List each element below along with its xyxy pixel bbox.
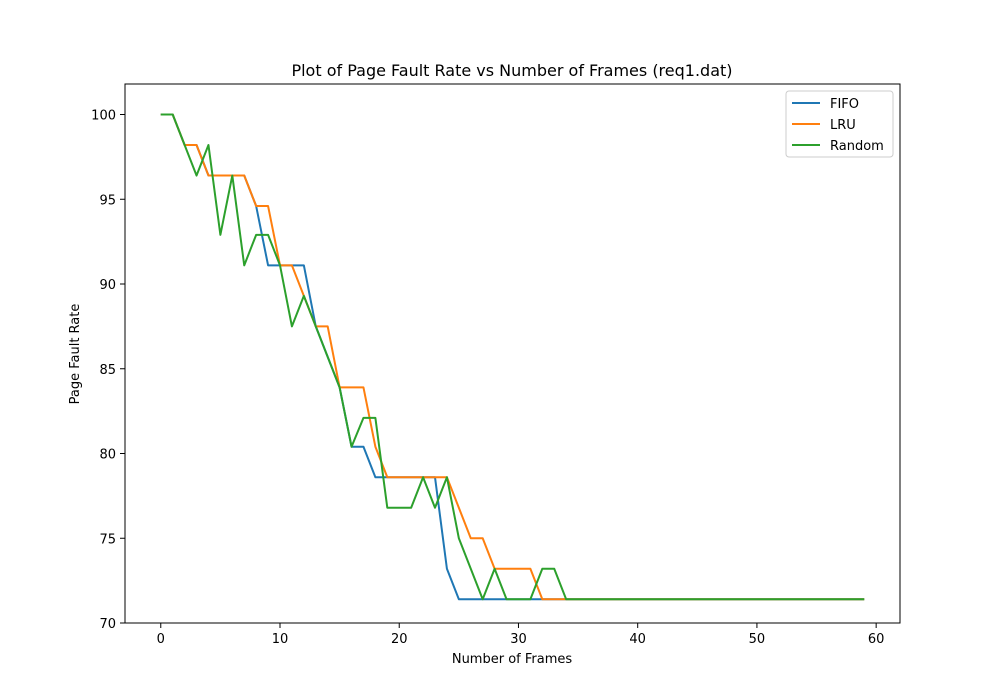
series-line-random bbox=[160, 113, 865, 601]
y-tick-label: 80 bbox=[99, 448, 116, 463]
y-tick-label: 90 bbox=[99, 278, 116, 293]
y-tick-label: 100 bbox=[91, 109, 116, 124]
legend: FIFO LRU Random bbox=[785, 90, 894, 158]
chart-title: Plot of Page Fault Rate vs Number of Fra… bbox=[291, 61, 732, 80]
x-tick-label: 50 bbox=[749, 632, 766, 647]
x-tick-label: 60 bbox=[868, 632, 885, 647]
x-axis: 0 10 20 30 40 50 60 bbox=[157, 623, 885, 647]
x-axis-label: Number of Frames bbox=[452, 652, 573, 667]
series-lines bbox=[160, 113, 865, 601]
y-tick-label: 70 bbox=[99, 617, 116, 632]
y-axis: 70 75 80 85 90 95 100 bbox=[91, 109, 125, 632]
x-tick-label: 10 bbox=[272, 632, 289, 647]
legend-box bbox=[785, 90, 894, 158]
legend-label-lru: LRU bbox=[830, 118, 856, 133]
y-tick-label: 95 bbox=[99, 193, 116, 208]
x-tick-label: 20 bbox=[391, 632, 408, 647]
x-tick-label: 0 bbox=[157, 632, 165, 647]
x-tick-label: 40 bbox=[629, 632, 646, 647]
y-axis-label: Page Fault Rate bbox=[68, 304, 83, 405]
plot-area bbox=[124, 83, 901, 624]
y-tick-label: 85 bbox=[99, 363, 116, 378]
x-tick-label: 30 bbox=[510, 632, 527, 647]
legend-label-fifo: FIFO bbox=[830, 97, 859, 112]
y-tick-label: 75 bbox=[99, 532, 116, 547]
legend-label-random: Random bbox=[830, 139, 884, 154]
